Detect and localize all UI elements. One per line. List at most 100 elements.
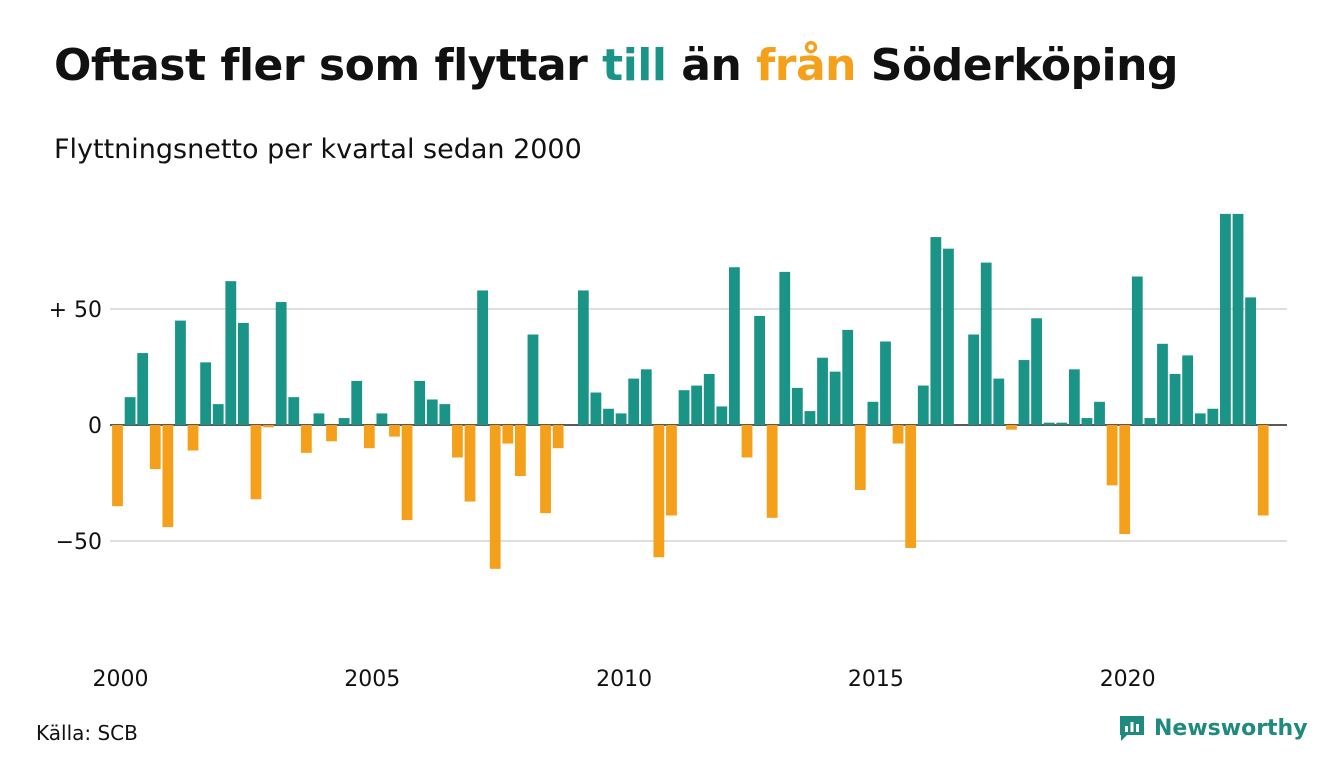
y-tick-label: 0 <box>88 414 102 439</box>
bar-negative <box>502 425 514 444</box>
bar-positive <box>238 322 249 425</box>
bar-negative <box>401 425 413 521</box>
bar-positive <box>691 385 703 425</box>
bar-positive <box>225 281 237 425</box>
bar-positive <box>640 369 652 425</box>
x-tick-label: 2000 <box>93 667 149 692</box>
bar-negative <box>741 425 753 458</box>
bar-positive <box>1232 213 1244 425</box>
y-tick-label: + 50 <box>49 298 102 323</box>
bar-negative <box>540 425 551 514</box>
bar-positive <box>1144 418 1156 425</box>
bar-negative <box>300 425 312 453</box>
bar-positive <box>1182 355 1194 425</box>
bar-negative <box>766 425 778 518</box>
bar-positive <box>1169 373 1181 425</box>
bar-positive <box>376 413 388 425</box>
bar-positive <box>678 390 690 425</box>
x-tick-label: 2020 <box>1100 667 1156 692</box>
source-note: Källa: SCB <box>36 721 138 745</box>
bar-positive <box>1018 360 1030 425</box>
bar-positive <box>817 357 828 425</box>
bar-positive <box>1031 318 1042 425</box>
bar-positive <box>615 413 627 425</box>
bar-positive <box>590 392 602 425</box>
bar-positive <box>200 362 212 425</box>
bar-positive <box>1068 369 1080 425</box>
bar-negative <box>552 425 564 449</box>
title-middle: än <box>666 40 757 91</box>
brand-logo: Newsworthy <box>1118 714 1308 742</box>
bar-negative <box>905 425 917 548</box>
bar-negative <box>666 425 677 516</box>
bar-negative <box>489 425 501 569</box>
bar-negative <box>250 425 262 500</box>
bar-positive <box>124 397 136 425</box>
bar-negative <box>452 425 463 458</box>
bar-negative <box>1119 425 1131 535</box>
bar-positive <box>175 320 186 425</box>
bar-positive <box>703 373 715 425</box>
bar-positive <box>338 418 350 425</box>
title-highlight-till: till <box>602 40 667 91</box>
x-tick-label: 2005 <box>344 667 400 692</box>
bar-positive <box>1081 418 1093 425</box>
bar-positive <box>829 371 841 425</box>
x-tick-label: 2015 <box>848 667 904 692</box>
bar-negative <box>1106 425 1118 486</box>
axis-labels: + 50 0 −50 2000 2005 2010 2015 2020 <box>49 298 1156 692</box>
newsworthy-chart-logo-icon <box>1120 716 1144 741</box>
bar-negative <box>263 425 274 428</box>
bar-positive <box>917 385 929 425</box>
title-suffix: Söderköping <box>855 40 1179 91</box>
bar-positive <box>1157 343 1168 425</box>
bar-positive <box>1131 276 1143 425</box>
bar-positive <box>1056 422 1068 425</box>
bar-positive <box>477 290 489 425</box>
bar-positive <box>288 397 300 425</box>
x-tick-label: 2010 <box>596 667 652 692</box>
bar-negative <box>653 425 665 558</box>
bar-positive <box>880 341 891 425</box>
bar-positive <box>842 329 854 425</box>
bar-positive <box>137 353 149 425</box>
bar-positive <box>867 401 879 425</box>
bar-positive <box>716 406 728 425</box>
bar-positive <box>791 387 803 425</box>
bar-positive <box>275 302 287 425</box>
bar-positive <box>439 404 451 425</box>
chart-title: Oftast fler som flyttar till än från Söd… <box>54 40 1178 91</box>
bar-positive <box>779 271 791 425</box>
bar-positive <box>414 380 426 425</box>
bar-positive <box>577 290 589 425</box>
bar-positive <box>1194 413 1206 425</box>
bar-positive <box>804 411 816 425</box>
title-prefix: Oftast fler som flyttar <box>54 40 603 91</box>
bar-negative <box>187 425 199 451</box>
bar-negative <box>162 425 174 528</box>
bar-positive <box>968 334 980 425</box>
bar-positive <box>212 404 224 425</box>
y-tick-label: −50 <box>56 530 102 555</box>
bar-positive <box>527 334 539 425</box>
bar-positive <box>628 378 640 425</box>
bar-negative <box>464 425 476 502</box>
chart-subtitle: Flyttningsnetto per kvartal sedan 2000 <box>54 134 582 165</box>
bar-positive <box>313 413 325 425</box>
bar-positive <box>603 408 614 425</box>
bar-negative <box>112 425 123 507</box>
bar-positive <box>930 237 942 425</box>
title-highlight-fran: från <box>756 40 856 91</box>
bar-positive <box>1245 297 1256 425</box>
bar-positive <box>1220 213 1231 425</box>
brand-name: Newsworthy <box>1154 715 1308 741</box>
bar-negative <box>1257 425 1269 516</box>
bar-positive <box>426 399 438 425</box>
bar-negative <box>1005 425 1017 430</box>
bar-positive <box>1094 401 1105 425</box>
bar-negative <box>149 425 161 470</box>
bar-positive <box>993 378 1005 425</box>
bar-positive <box>754 315 765 425</box>
bar-positive <box>729 267 740 425</box>
bar-negative <box>892 425 904 444</box>
